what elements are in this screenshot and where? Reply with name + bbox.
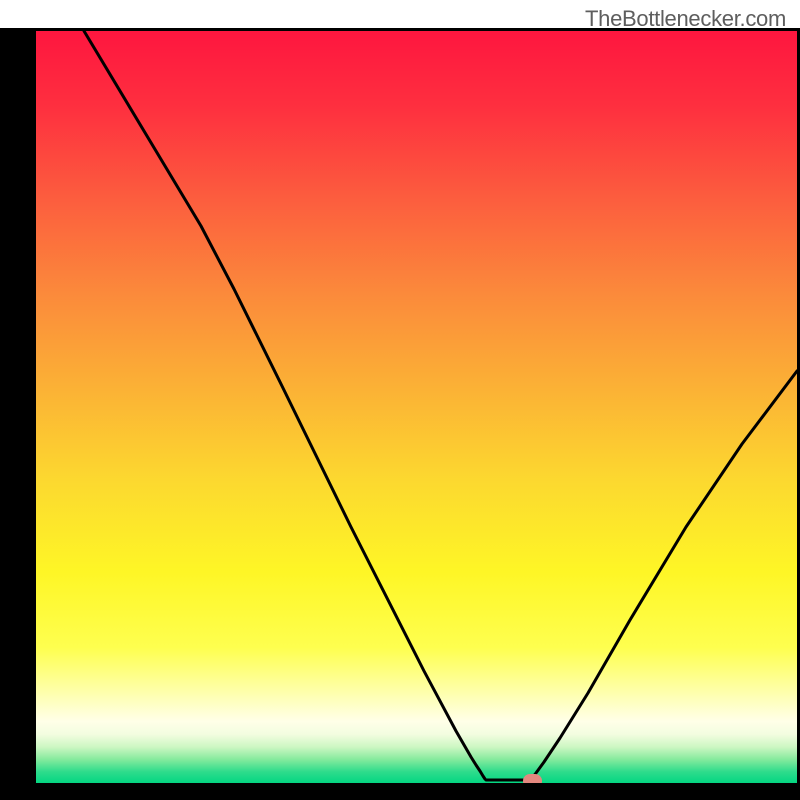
chart-container: TheBottlenecker.com: [0, 0, 800, 800]
bottleneck-curve: [36, 31, 797, 783]
watermark-label: TheBottlenecker.com: [585, 6, 786, 32]
frame-border-bottom: [0, 783, 800, 800]
frame-border-left: [0, 28, 36, 800]
plot-area: [36, 31, 797, 783]
